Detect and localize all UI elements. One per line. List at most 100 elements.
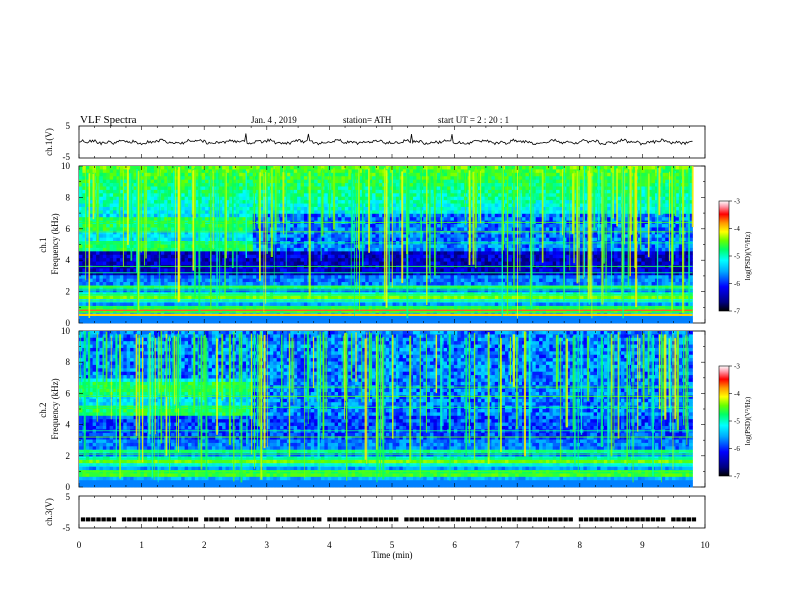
spectrogram-cell	[116, 282, 121, 286]
spectrogram-cell	[249, 203, 254, 208]
spectrogram-cell	[150, 166, 155, 170]
spectrogram-cell	[440, 186, 445, 191]
spectrogram-cell	[314, 227, 318, 232]
spectrogram-cell	[344, 193, 349, 198]
spectrogram-cell	[92, 275, 97, 280]
spectrogram-cell	[436, 316, 441, 320]
spectrogram-cell	[239, 227, 243, 232]
spectrogram-cell	[99, 247, 104, 252]
spectrogram-cell	[205, 203, 209, 208]
spectrogram-cell	[106, 193, 111, 198]
spectrogram-cell	[286, 275, 291, 280]
spectrogram-cell	[171, 224, 175, 228]
spectrogram-cell	[344, 203, 349, 208]
spectrogram-cell	[164, 196, 169, 201]
spectrogram-cell	[314, 258, 318, 262]
spectrogram-cell	[416, 203, 421, 208]
spectrogram-cell	[150, 268, 155, 273]
spectrogram-cell	[232, 227, 237, 232]
spectrogram-cell	[123, 166, 128, 170]
spectrogram-cell	[126, 271, 131, 276]
spectrogram-cell	[239, 172, 243, 177]
spectrogram-cell	[293, 268, 298, 273]
spectrogram-cell	[225, 186, 230, 191]
spectrogram-cell	[133, 189, 138, 194]
spectrogram-cell	[188, 302, 192, 307]
spectrogram-cell	[324, 206, 329, 211]
spectrogram-cell	[191, 319, 196, 324]
spectrogram-cell	[334, 261, 339, 266]
spectrogram-cell	[293, 189, 298, 194]
spectrogram-cell	[167, 234, 172, 239]
spectrogram-cell	[372, 316, 376, 320]
spectrogram-cell	[300, 234, 305, 239]
spectrogram-cell	[239, 254, 243, 259]
spectrogram-cell	[140, 186, 145, 191]
spectrogram-cell	[290, 251, 295, 256]
spectrogram-cell	[395, 258, 400, 262]
spectrogram-cell	[150, 230, 155, 235]
spectrogram-cell	[324, 172, 329, 177]
spectrogram-cell	[378, 319, 383, 324]
spectrogram-cell	[300, 176, 305, 181]
spectrogram-cell	[136, 309, 141, 314]
spectrogram-cell	[92, 282, 97, 286]
spectrogram-cell	[116, 210, 121, 215]
spectrogram-cell	[338, 251, 342, 256]
spectrogram-cell	[242, 176, 247, 181]
spectrogram-cell	[436, 251, 441, 256]
spectrogram-cell	[378, 206, 383, 211]
spectrogram-cell	[249, 316, 254, 320]
spectrogram-cell	[246, 206, 250, 211]
spectrogram-cell	[133, 176, 138, 181]
spectrogram-cell	[130, 261, 134, 266]
spectrogram-cell	[399, 305, 404, 310]
spectrogram-cell	[82, 166, 87, 170]
spectrogram-cell	[188, 230, 192, 235]
spectrogram-cell	[338, 200, 342, 204]
spectrogram-cell	[310, 258, 315, 262]
spectrogram-cell	[297, 196, 301, 201]
spectrogram-cell	[348, 166, 353, 170]
spectrogram-cell	[164, 200, 169, 204]
spectrogram-cell	[290, 193, 295, 198]
spectrogram-cell	[119, 319, 124, 324]
spectrogram-cell	[392, 261, 397, 266]
spectrogram-cell	[181, 200, 186, 204]
spectrogram-cell	[218, 166, 223, 170]
spectrogram-cell	[310, 227, 315, 232]
spectrogram-cell	[351, 247, 356, 252]
spectrogram-cell	[89, 227, 94, 232]
spectrogram-cell	[140, 196, 145, 201]
spectrogram-cell	[164, 282, 169, 286]
spectrogram-cell	[290, 244, 295, 249]
spectrogram-cell	[297, 203, 301, 208]
spectrogram-cell	[184, 210, 189, 215]
spectrogram-cell	[413, 237, 417, 242]
spectrogram-cell	[194, 316, 199, 320]
spectrogram-cell	[82, 183, 87, 187]
spectrogram-cell	[150, 319, 155, 324]
spectrogram-cell	[89, 183, 94, 187]
spectrogram-cell	[89, 282, 94, 286]
spectrogram-cell	[150, 288, 155, 293]
spectrogram-cell	[430, 319, 434, 324]
spectrogram-cell	[188, 254, 192, 259]
spectrogram-cell	[235, 261, 240, 266]
spectrogram-cell	[409, 237, 414, 242]
spectrogram-cell	[269, 258, 274, 262]
spectrogram-cell	[150, 275, 155, 280]
spectrogram-cell	[331, 234, 336, 239]
spectrogram-cell	[225, 268, 230, 273]
spectrogram-cell	[126, 275, 131, 280]
spectrogram-cell	[286, 268, 291, 273]
spectrogram-cell	[82, 169, 87, 174]
spectrogram-cell	[395, 237, 400, 242]
spectrogram-cell	[174, 206, 179, 211]
spectrogram-cell	[372, 247, 376, 252]
spectrogram-cell	[164, 268, 169, 273]
spectrogram-cell	[92, 305, 97, 310]
spectrogram-cell	[167, 186, 172, 191]
spectrogram-cell	[327, 234, 332, 239]
